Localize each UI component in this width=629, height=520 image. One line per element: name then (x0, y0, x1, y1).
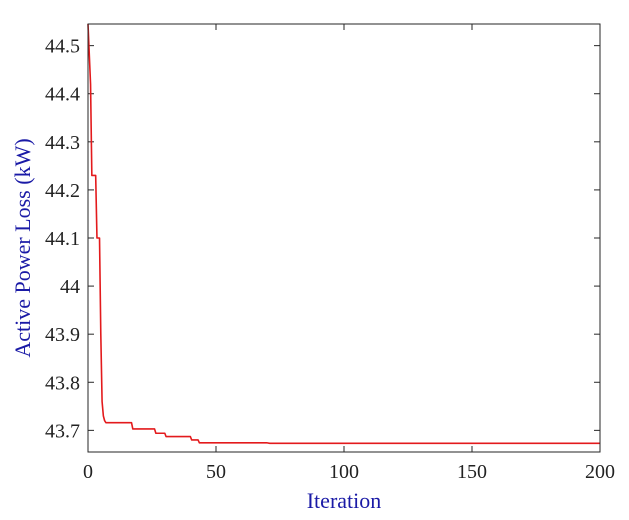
y-tick-label: 43.8 (45, 372, 80, 394)
x-tick-label: 150 (457, 461, 487, 483)
plot-frame (87, 23, 601, 453)
x-tick-label: 50 (206, 461, 226, 483)
y-tick-label: 44.3 (45, 132, 80, 154)
y-tick-label: 44 (60, 276, 80, 298)
series-layer (87, 23, 600, 445)
series-line (87, 23, 600, 445)
ticks-layer (87, 24, 601, 452)
y-tick-label: 43.7 (45, 420, 80, 442)
y-tick-label: 43.9 (45, 324, 80, 346)
x-tick-label: 200 (585, 461, 615, 483)
y-tick-label: 44.5 (45, 36, 80, 58)
y-tick-label: 44.2 (45, 180, 80, 202)
labels-layer: 0 50 100 150 200 43.7 43.8 43.9 44 44.1 44.2 44.3 44… (45, 36, 615, 483)
y-tick-label: 44.1 (45, 228, 80, 250)
x-tick-label: 100 (329, 461, 359, 483)
y-axis-title: Active Power Loss (kW) (10, 138, 35, 357)
x-axis-title: Iteration (307, 488, 382, 513)
y-tick-label: 44.4 (45, 84, 80, 106)
x-tick-label: 0 (83, 461, 93, 483)
